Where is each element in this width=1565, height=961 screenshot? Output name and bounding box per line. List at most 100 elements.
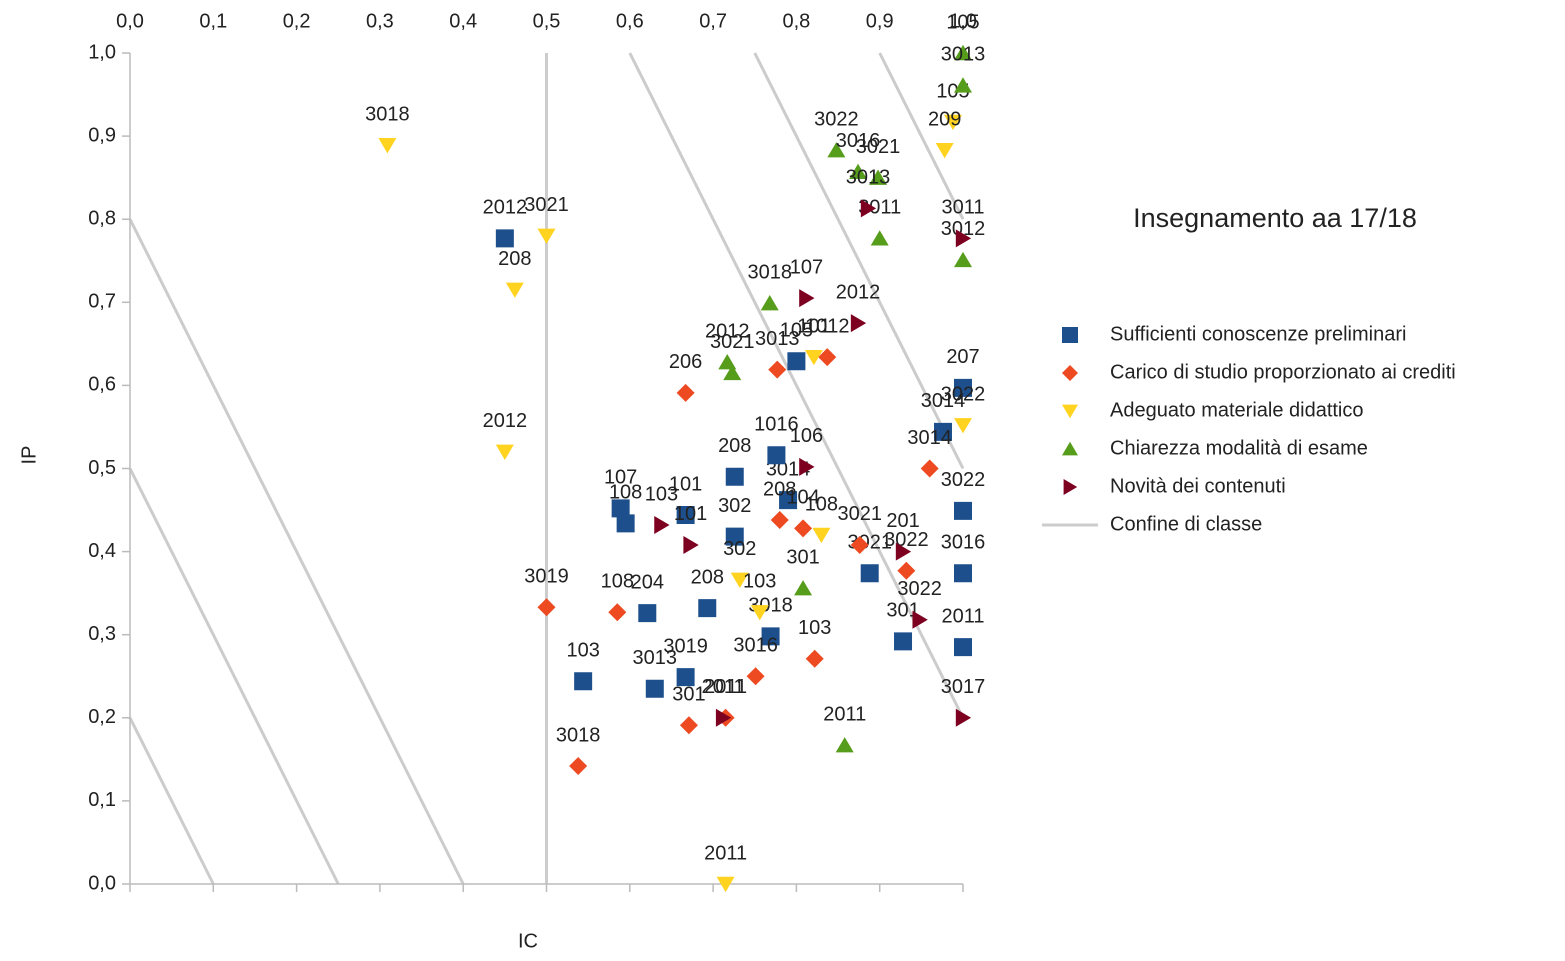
- point-label: 206: [669, 351, 702, 373]
- y-tick-label: 0,8: [88, 207, 116, 229]
- point-label: 2012: [483, 197, 528, 219]
- point-label: 108: [609, 482, 642, 504]
- point-label: 3014: [907, 427, 952, 449]
- point-label: 3011: [941, 197, 984, 219]
- point: [954, 378, 972, 397]
- point: [760, 295, 779, 311]
- point: [676, 668, 695, 687]
- point: [779, 491, 798, 510]
- point: [912, 610, 928, 629]
- x-tick-label: 0,5: [533, 10, 561, 32]
- x-tick-label: 0,3: [366, 10, 394, 32]
- x-tick-label: 0,1: [199, 10, 227, 32]
- point: [787, 352, 806, 371]
- point: [750, 605, 769, 621]
- chart-title: Insegnamento aa 17/18: [1133, 203, 1417, 233]
- point: [768, 360, 787, 379]
- point-label: 3018: [556, 724, 601, 746]
- point-label: 3017: [941, 676, 986, 698]
- point-label: 103: [798, 617, 831, 639]
- point: [955, 229, 972, 248]
- point-label: 208: [691, 566, 724, 588]
- y-tick-label: 0,6: [88, 374, 116, 396]
- y-tick-label: 0,3: [88, 623, 116, 645]
- point-label: 3016: [941, 531, 986, 553]
- point: [378, 138, 397, 154]
- point-label: 204: [631, 571, 664, 593]
- x-tick-label: 0,0: [116, 10, 144, 32]
- legend-label: Novità dei contenuti: [1110, 475, 1286, 497]
- point: [746, 667, 765, 686]
- x-axis-title: IC: [518, 930, 538, 952]
- point: [616, 514, 635, 533]
- point-label: 3014: [921, 390, 966, 412]
- point-label: 208: [763, 478, 796, 500]
- point-label: 2012: [836, 281, 881, 303]
- point-label: 3021: [524, 194, 569, 216]
- point: [725, 467, 744, 486]
- point: [827, 142, 846, 158]
- point-label: 101: [669, 473, 702, 495]
- point-label: 3022: [897, 578, 942, 600]
- point: [954, 77, 972, 93]
- point: [934, 422, 953, 441]
- point: [645, 679, 664, 698]
- class-boundary: [128, 52, 965, 885]
- point: [718, 354, 737, 370]
- point: [799, 289, 815, 308]
- point-label: 207: [946, 346, 979, 368]
- y-tick-label: 0,4: [88, 540, 116, 562]
- x-tick-label: 0,4: [449, 10, 477, 32]
- point: [638, 604, 657, 623]
- point-label: 3018: [365, 104, 410, 126]
- point: [761, 627, 780, 646]
- point-label: 209: [928, 109, 961, 131]
- point: [715, 708, 732, 727]
- point: [954, 564, 972, 583]
- point: [895, 542, 912, 561]
- x-tick-label: 0,7: [699, 10, 727, 32]
- point: [683, 535, 699, 554]
- point: [608, 603, 627, 622]
- legend-swatch: [1062, 327, 1078, 343]
- point-label: 105: [946, 11, 979, 33]
- point: [920, 459, 939, 478]
- point-label: 302: [723, 538, 756, 560]
- point-label: 201: [886, 510, 919, 532]
- point: [850, 535, 869, 554]
- point: [954, 251, 972, 268]
- point-label: 101: [797, 315, 830, 337]
- point: [654, 516, 670, 535]
- point: [935, 143, 954, 159]
- point-label: 3018: [747, 261, 792, 283]
- point-label: 2011: [702, 676, 745, 698]
- legend-label: Confine di classe: [1110, 513, 1262, 535]
- point-label: 3022: [941, 384, 986, 406]
- point-label: 2012: [705, 320, 750, 342]
- point: [850, 314, 867, 333]
- point: [954, 44, 972, 61]
- point: [676, 383, 695, 402]
- y-axis-title: IP: [18, 446, 40, 465]
- point-label: 208: [498, 248, 531, 270]
- point-label: 3013: [633, 647, 678, 669]
- point-label: 3011: [858, 197, 901, 219]
- point-label: 2011: [823, 704, 866, 726]
- point: [954, 418, 972, 434]
- point: [676, 506, 695, 525]
- point-label: 3022: [941, 469, 986, 491]
- point-label: 104: [786, 487, 819, 509]
- point-label: 103: [645, 483, 678, 505]
- point-label: 105: [780, 320, 813, 342]
- point: [812, 527, 831, 544]
- point: [611, 499, 630, 518]
- plot-background: [128, 52, 965, 885]
- point-label: 103: [566, 640, 599, 662]
- point: [805, 649, 824, 668]
- point-label: 106: [790, 425, 823, 447]
- point-label: 3012: [941, 218, 986, 240]
- legend-swatch: [1063, 479, 1078, 495]
- point: [725, 527, 744, 546]
- point: [770, 511, 789, 530]
- point-label: 2011: [941, 605, 984, 627]
